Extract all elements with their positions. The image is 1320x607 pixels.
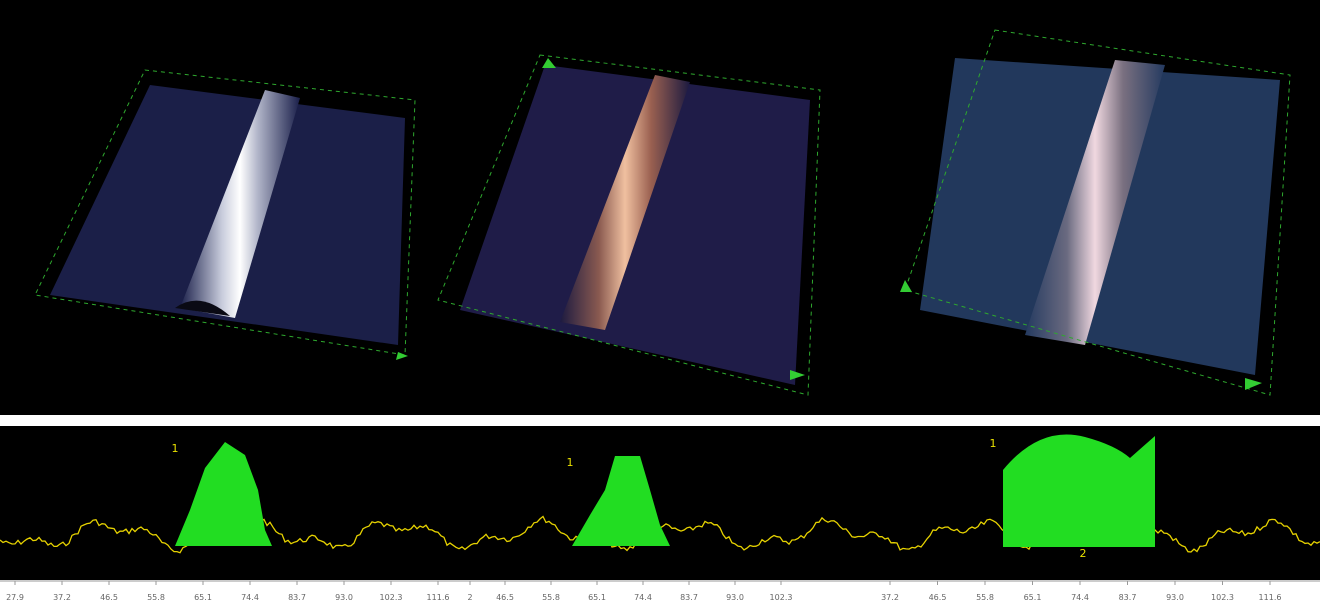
tick-label: 93.0 [726,593,744,602]
tick-label: 55.8 [976,593,994,602]
tick-label: 74.4 [1071,593,1089,602]
tick-label: 2 [467,593,472,602]
tick-label: 65.1 [194,593,212,602]
tick-label: 111.6 [1259,593,1282,602]
tick-label: 102.3 [770,593,793,602]
screenshot: 27.937.246.555.865.174.483.793.0102.3111… [0,0,1320,607]
tick-label: 46.5 [929,593,947,602]
tick-label: 37.2 [881,593,899,602]
region-label: 1 [172,442,179,455]
tick-label: 83.7 [680,593,698,602]
tick-label: 102.3 [1211,593,1234,602]
tick-label: 93.0 [1166,593,1184,602]
tick-label: 37.2 [53,593,71,602]
tick-label: 83.7 [1119,593,1137,602]
tick-label: 65.1 [588,593,606,602]
tick-label: 102.3 [380,593,403,602]
tick-label: 55.8 [147,593,165,602]
tick-label: 55.8 [542,593,560,602]
tick-label: 93.0 [335,593,353,602]
tick-label: 111.6 [427,593,450,602]
tick-label: 27.9 [6,593,24,602]
region-label: 1 [567,456,574,469]
tick-label: 46.5 [100,593,118,602]
tick-label: 46.5 [496,593,514,602]
tick-label: 83.7 [288,593,306,602]
tick-label: 74.4 [634,593,652,602]
tick-label: 65.1 [1024,593,1042,602]
page: {"profiles": [ {"label": "1", "ticks": [… [0,0,1320,607]
region-label: 1 [990,437,997,450]
region-label: 2 [1080,547,1087,560]
tick-label: 74.4 [241,593,259,602]
